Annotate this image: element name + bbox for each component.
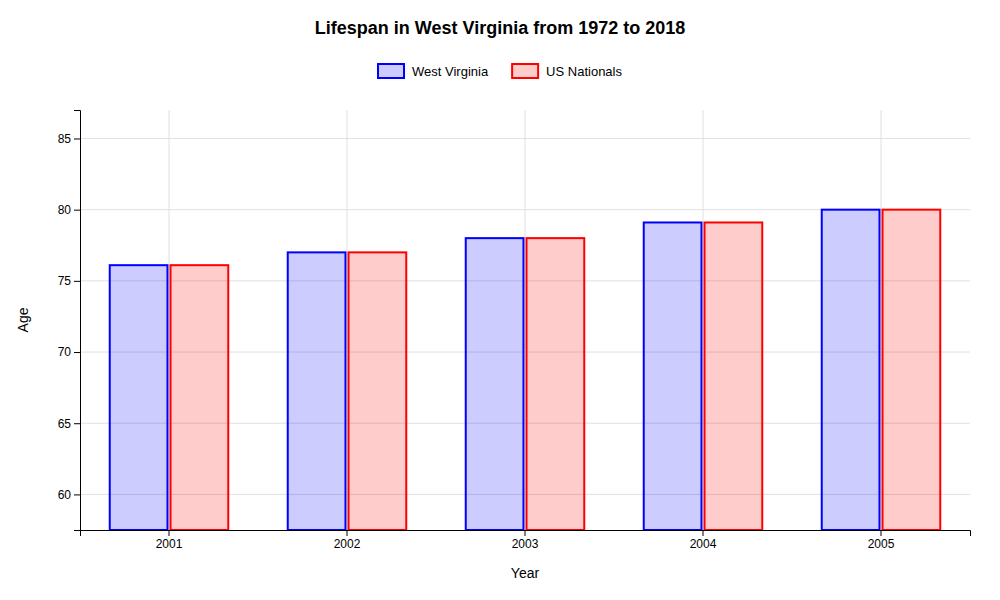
x-tick-label: 2005 [868, 537, 895, 551]
y-tick-label: 65 [58, 417, 72, 431]
y-tick-mark [74, 494, 80, 495]
bar [705, 222, 763, 530]
bar [288, 252, 346, 530]
legend-label: West Virginia [412, 64, 489, 79]
y-tick-label: 85 [58, 132, 72, 146]
x-axis-title: Year [511, 565, 540, 581]
y-axis: 60 65 70 75 80 85 [58, 111, 81, 531]
grid-line-x [525, 110, 526, 530]
x-tick-label: 2004 [690, 537, 717, 551]
bar-series [110, 210, 880, 530]
bar [644, 222, 702, 530]
bar [110, 265, 168, 530]
legend-item: West Virginia [378, 64, 489, 79]
chart-container: 2001 2002 2003 2004 2005 60 65 70 75 80 85 Year Age L… [0, 0, 1000, 600]
x-tick: 2004 [690, 530, 717, 551]
y-tick-mark [74, 210, 80, 211]
legend-label: US Nationals [546, 64, 622, 79]
y-tick: 75 [58, 274, 80, 288]
x-tick-mark [169, 530, 170, 536]
y-tick: 65 [58, 417, 80, 431]
grid-line-x [881, 110, 882, 530]
legend-item: US Nationals [512, 64, 622, 79]
bar [883, 210, 941, 530]
grid-line-x [703, 110, 704, 530]
x-tick-mark [347, 530, 348, 536]
y-tick-mark [74, 281, 80, 282]
y-tick: 85 [58, 132, 80, 146]
y-tick-label: 70 [58, 345, 72, 359]
x-tick: 2002 [334, 530, 361, 551]
plot-area: 2001 2002 2003 2004 2005 60 65 70 75 80 85 [58, 110, 971, 551]
x-tick-mark [525, 530, 526, 536]
legend-swatch [512, 64, 538, 78]
x-axis-line [81, 531, 971, 537]
y-tick-label: 60 [58, 488, 72, 502]
bar [466, 238, 524, 530]
grid-line-x [169, 110, 170, 530]
y-axis-line [74, 111, 81, 531]
x-tick: 2005 [868, 530, 895, 551]
bar-series [171, 210, 941, 530]
x-tick: 2003 [512, 530, 539, 551]
x-tick: 2001 [156, 530, 183, 551]
bar [527, 238, 585, 530]
y-tick: 80 [58, 203, 80, 217]
x-axis: 2001 2002 2003 2004 2005 [81, 530, 971, 551]
x-tick-label: 2003 [512, 537, 539, 551]
y-axis-title: Age [15, 307, 31, 332]
y-tick: 60 [58, 488, 80, 502]
grid [80, 110, 970, 530]
bars [110, 210, 941, 530]
x-tick-mark [703, 530, 704, 536]
legend-swatch [378, 64, 404, 78]
chart-title: Lifespan in West Virginia from 1972 to 2… [315, 18, 685, 38]
bar [349, 252, 407, 530]
y-tick-label: 80 [58, 203, 72, 217]
x-tick-label: 2001 [156, 537, 183, 551]
grid-line-x [347, 110, 348, 530]
y-tick-label: 75 [58, 274, 72, 288]
x-tick-label: 2002 [334, 537, 361, 551]
bar [822, 210, 880, 530]
y-tick-mark [74, 352, 80, 353]
y-tick-mark [74, 423, 80, 424]
y-tick: 70 [58, 345, 80, 359]
x-tick-mark [881, 530, 882, 536]
chart-svg: 2001 2002 2003 2004 2005 60 65 70 75 80 85 Year Age L… [0, 0, 1000, 600]
bar [171, 265, 229, 530]
y-tick-mark [74, 138, 80, 139]
legend: West Virginia US Nationals [378, 64, 622, 79]
